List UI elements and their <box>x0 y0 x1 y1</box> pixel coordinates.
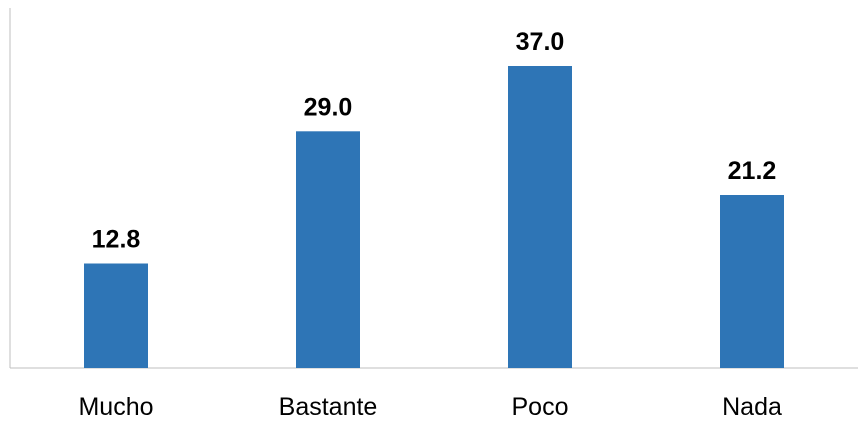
category-label-poco: Poco <box>512 393 569 421</box>
category-label-nada: Nada <box>722 393 782 421</box>
value-label-nada: 21.2 <box>728 157 777 185</box>
bar-poco <box>508 66 572 368</box>
bar-bastante <box>296 131 360 368</box>
bar-mucho <box>84 263 148 368</box>
category-label-mucho: Mucho <box>78 393 153 421</box>
value-label-bastante: 29.0 <box>304 93 353 121</box>
category-labels-group: Mucho Bastante Poco Nada <box>78 393 782 421</box>
value-labels-group: 12.8 29.0 37.0 21.2 <box>92 28 777 254</box>
value-label-mucho: 12.8 <box>92 226 141 254</box>
bars-group <box>84 66 784 368</box>
value-label-poco: 37.0 <box>516 28 565 56</box>
category-label-bastante: Bastante <box>279 393 378 421</box>
bar-nada <box>720 195 784 368</box>
